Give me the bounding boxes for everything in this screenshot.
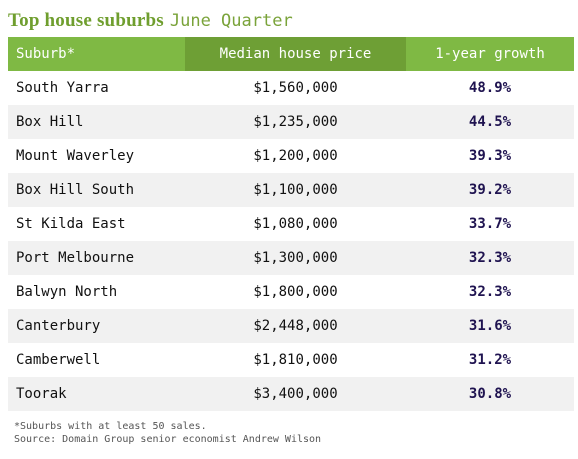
cell-suburb: Balwyn North bbox=[16, 284, 118, 300]
cell-growth: 30.8% bbox=[468, 386, 512, 402]
cell-growth: 31.6% bbox=[468, 318, 512, 334]
table-row: Camberwell $1,810,000 31.2% bbox=[8, 343, 574, 377]
cell-suburb: Camberwell bbox=[16, 352, 101, 368]
header-suburb: Suburb* bbox=[8, 37, 185, 71]
cell-suburb: Toorak bbox=[16, 386, 67, 402]
table-row: Canterbury $2,448,000 31.6% bbox=[8, 309, 574, 343]
cell-median-price: $1,300,000 bbox=[253, 250, 338, 266]
table-body: South Yarra $1,560,000 48.9% Box Hill $1,235… bbox=[8, 71, 574, 411]
cell-suburb: St Kilda East bbox=[16, 216, 126, 232]
cell-growth: 44.5% bbox=[468, 114, 512, 130]
data-table: Suburb* Median house price 1-year growth… bbox=[8, 37, 574, 411]
cell-suburb: Mount Waverley bbox=[16, 148, 135, 164]
cell-growth: 31.2% bbox=[468, 352, 512, 368]
cell-growth: 39.2% bbox=[468, 182, 512, 198]
cell-growth: 32.3% bbox=[468, 284, 512, 300]
cell-suburb: Port Melbourne bbox=[16, 250, 135, 266]
header-growth: 1-year growth bbox=[406, 37, 574, 71]
cell-growth: 39.3% bbox=[468, 148, 512, 164]
cell-median-price: $3,400,000 bbox=[253, 386, 338, 402]
table-row: St Kilda East $1,080,000 33.7% bbox=[8, 207, 574, 241]
table-row: Box Hill South $1,100,000 39.2% bbox=[8, 173, 574, 207]
cell-median-price: $2,448,000 bbox=[253, 318, 338, 334]
cell-growth: 48.9% bbox=[468, 80, 512, 96]
cell-median-price: $1,235,000 bbox=[253, 114, 338, 130]
cell-suburb: Box Hill bbox=[16, 114, 84, 130]
chart-title: Top house suburbs June Quarter bbox=[8, 7, 293, 35]
table-row: Box Hill $1,235,000 44.5% bbox=[8, 105, 574, 139]
footnote-suburbs: *Suburbs with at least 50 sales. bbox=[14, 421, 207, 432]
footnotes: *Suburbs with at least 50 sales. Source:… bbox=[14, 420, 321, 446]
table-row: Mount Waverley $1,200,000 39.3% bbox=[8, 139, 574, 173]
footnote-source: Source: Domain Group senior economist An… bbox=[14, 434, 322, 445]
cell-median-price: $1,100,000 bbox=[253, 182, 338, 198]
cell-growth: 32.3% bbox=[468, 250, 512, 266]
cell-median-price: $1,560,000 bbox=[253, 80, 338, 96]
cell-suburb: South Yarra bbox=[16, 80, 109, 96]
header-median-price: Median house price bbox=[185, 37, 406, 71]
cell-median-price: $1,800,000 bbox=[253, 284, 338, 300]
table-row: Port Melbourne $1,300,000 32.3% bbox=[8, 241, 574, 275]
chart-title-subtitle: June Quarter bbox=[169, 11, 293, 31]
cell-suburb: Canterbury bbox=[16, 318, 101, 334]
cell-growth: 33.7% bbox=[468, 216, 512, 232]
table-row: South Yarra $1,560,000 48.9% bbox=[8, 71, 574, 105]
cell-median-price: $1,810,000 bbox=[253, 352, 338, 368]
table-row: Toorak $3,400,000 30.8% bbox=[8, 377, 574, 411]
table-header: Suburb* Median house price 1-year growth bbox=[8, 37, 574, 71]
chart-title-main: Top house suburbs bbox=[8, 10, 164, 31]
cell-median-price: $1,080,000 bbox=[253, 216, 338, 232]
cell-suburb: Box Hill South bbox=[16, 182, 135, 198]
table-row: Balwyn North $1,800,000 32.3% bbox=[8, 275, 574, 309]
cell-median-price: $1,200,000 bbox=[253, 148, 338, 164]
